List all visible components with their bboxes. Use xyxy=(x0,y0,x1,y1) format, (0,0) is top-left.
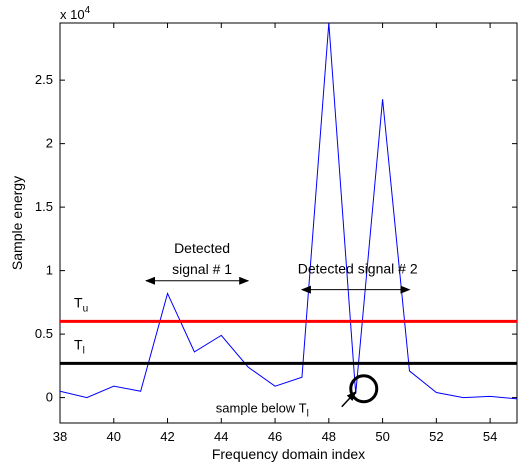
x-axis-label: Frequency domain index xyxy=(212,446,365,462)
signal1-label-line1: Detected xyxy=(174,240,230,256)
x-tick-label: 46 xyxy=(268,429,282,444)
y-tick-label: 1 xyxy=(46,263,53,278)
signal2-label: Detected signal # 2 xyxy=(298,261,418,277)
x-tick-label: 52 xyxy=(429,429,443,444)
lower-threshold-label: Tl xyxy=(74,336,85,356)
x-tick-label: 50 xyxy=(375,429,389,444)
y-tick-label: 0 xyxy=(46,390,53,405)
y-axis-ticks: 0 0.5 1 1.5 2 2.5 xyxy=(35,72,517,405)
sample-below-arrow xyxy=(341,390,357,408)
x-tick-label: 44 xyxy=(214,429,228,444)
sample-below-label: sample below Tl xyxy=(216,401,309,420)
x-tick-label: 42 xyxy=(160,429,174,444)
upper-threshold-label: Tu xyxy=(74,294,88,314)
signal1-label-line2: signal # 1 xyxy=(172,261,232,277)
y-axis-label: Sample energy xyxy=(9,176,25,270)
y-tick-label: 1.5 xyxy=(35,199,53,214)
plot-area xyxy=(59,22,518,424)
x-tick-label: 54 xyxy=(483,429,497,444)
y-tick-label: 2 xyxy=(46,136,53,151)
y-tick-label: 2.5 xyxy=(35,72,53,87)
y-tick-label: 0.5 xyxy=(35,326,53,341)
x-tick-label: 40 xyxy=(107,429,121,444)
x-axis-ticks: 38 40 42 44 46 48 50 52 54 xyxy=(53,23,497,444)
sample-below-circle xyxy=(349,374,379,404)
energy-series-line xyxy=(59,22,518,400)
x-tick-label: 38 xyxy=(53,429,67,444)
y-scale-label: x 104 xyxy=(60,5,91,22)
x-tick-label: 48 xyxy=(322,429,336,444)
